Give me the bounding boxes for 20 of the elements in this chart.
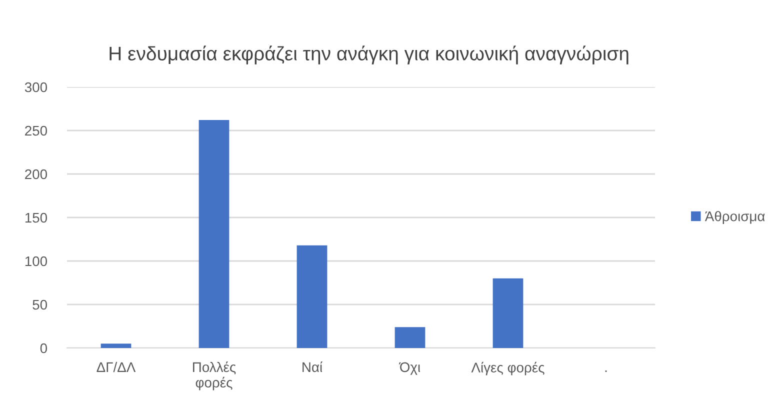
y-tick-label: 150	[25, 212, 48, 223]
legend-label: Άθροισμα	[704, 211, 765, 224]
bar	[492, 278, 524, 348]
x-tick-label: Πολλές φορές	[193, 361, 236, 390]
y-tick-label: 250	[25, 126, 48, 136]
bar	[198, 120, 230, 348]
y-tick-label: 300	[24, 82, 48, 92]
bar	[100, 344, 132, 348]
x-tick-label: Ναί	[302, 361, 322, 372]
y-tick-label: 100	[25, 256, 48, 266]
y-tick-label: 50	[32, 300, 48, 310]
x-tick-label: .	[605, 370, 607, 372]
x-tick-label: Όχι	[398, 362, 420, 375]
y-tick-label: 200	[25, 169, 48, 180]
x-tick-label: Λίγες φορές	[471, 362, 544, 376]
bar	[296, 245, 328, 348]
y-tick-label: 0	[40, 343, 48, 354]
x-tick-label: ΔΓ/ΔΛ	[96, 362, 136, 372]
chart-title: Η ενδυμασία εκφράζει την ανάγκη για κοινωνική αναγνώριση	[110, 46, 628, 64]
bar	[394, 327, 426, 348]
